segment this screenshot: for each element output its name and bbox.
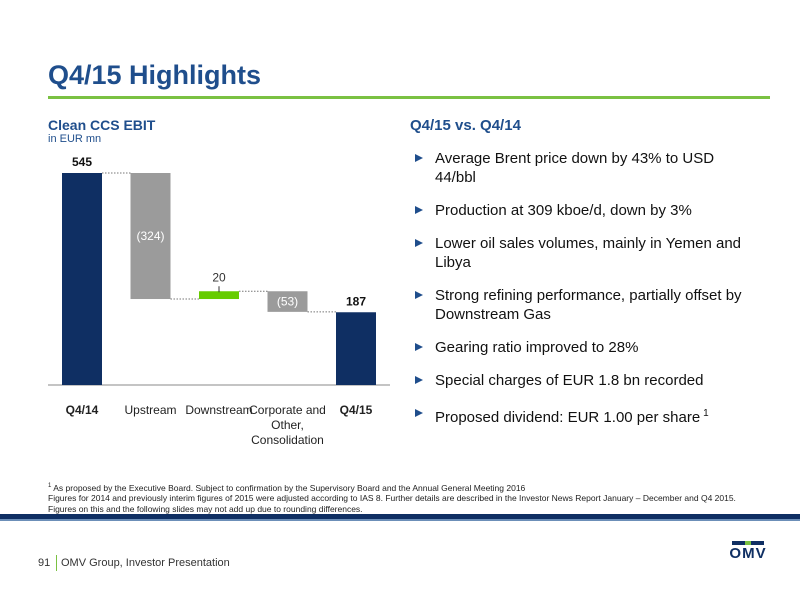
- x-tick-label: Q4/14: [65, 403, 99, 417]
- chart-subtitle: in EUR mn: [48, 133, 102, 145]
- bar: [336, 312, 376, 385]
- x-tick-label: Q4/15: [339, 403, 373, 417]
- separator: [56, 555, 57, 571]
- footnote-ref: 1: [703, 408, 709, 419]
- logo: OMV: [729, 545, 767, 562]
- bullet-text: Special charges of EUR 1.8 bn recorded: [435, 372, 704, 389]
- bar: [62, 173, 102, 385]
- bullet: Production at 309 kboe/d, down by 3%: [415, 201, 753, 220]
- x-tick-label: Corporate and Other, Consolidation: [249, 403, 326, 447]
- footnote-line: 1 As proposed by the Executive Board. Su…: [48, 481, 788, 493]
- bullet: Strong refining performance, partially o…: [415, 286, 753, 324]
- footnote-text: Figures for 2014 and previously interim …: [48, 493, 736, 504]
- footer-band: [0, 519, 800, 521]
- value-label: 187: [346, 294, 366, 308]
- slide-title: Q4/15 Highlights: [48, 60, 262, 90]
- page-number: 91: [38, 557, 51, 569]
- value-label: 545: [72, 155, 92, 169]
- bullet-text: Strong refining performance, partially o…: [435, 287, 742, 323]
- bullet-text: Lower oil sales volumes, mainly in Yemen…: [435, 235, 741, 271]
- footnote-text: As proposed by the Executive Board. Subj…: [53, 482, 526, 493]
- bullet: Average Brent price down by 43% to USD 4…: [415, 149, 753, 187]
- bullet: Lower oil sales volumes, mainly in Yemen…: [415, 234, 753, 272]
- bullet-text: Production at 309 kboe/d, down by 3%: [435, 202, 692, 219]
- x-tick-label: Downstream: [185, 403, 253, 417]
- bullet-text: Proposed dividend: EUR 1.00 per share: [435, 409, 701, 426]
- value-label: (53): [277, 295, 298, 309]
- chart-title: Clean CCS EBIT: [48, 117, 156, 133]
- footer-text: OMV Group, Investor Presentation: [61, 557, 230, 569]
- footnote-text: Figures on this and the following slides…: [48, 503, 363, 514]
- bullet: Proposed dividend: EUR 1.00 per share 1: [415, 404, 753, 427]
- value-label: 20: [212, 270, 226, 284]
- footer-band: [0, 514, 800, 519]
- footnote-line: Figures on this and the following slides…: [48, 504, 788, 515]
- bar: [267, 291, 308, 312]
- logo-mark: [732, 541, 764, 545]
- x-tick-label: Upstream: [124, 403, 177, 417]
- bullet-text: Gearing ratio improved to 28%: [435, 339, 639, 356]
- bullet-text: Average Brent price down by 43% to USD 4…: [435, 150, 715, 186]
- value-label: (324): [136, 229, 164, 243]
- bar: [199, 291, 239, 300]
- bullet: Special charges of EUR 1.8 bn recorded: [415, 371, 753, 390]
- bullet-list: Average Brent price down by 43% to USD 4…: [415, 149, 765, 427]
- footnotes: 1 As proposed by the Executive Board. Su…: [48, 481, 788, 514]
- bar: [130, 173, 171, 300]
- title-rule: [48, 96, 770, 99]
- highlights-title: Q4/15 vs. Q4/14: [410, 117, 521, 134]
- bullet: Gearing ratio improved to 28%: [415, 338, 753, 357]
- footnote-line: Figures for 2014 and previously interim …: [48, 493, 788, 504]
- footnote-mark: 1: [48, 483, 52, 489]
